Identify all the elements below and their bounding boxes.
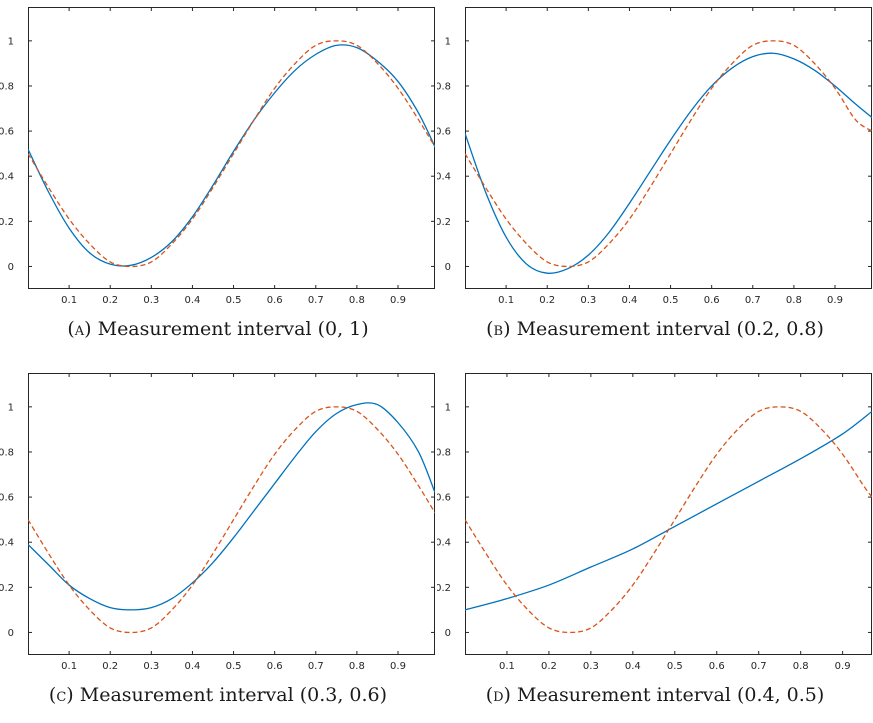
y-tick-label: 0.8 xyxy=(0,81,14,92)
y-tick-label: 0.8 xyxy=(437,81,451,92)
subplot-a-caption-tag: (a) xyxy=(67,318,92,340)
x-tick-label: 0.1 xyxy=(499,661,515,672)
y-tick-label: 1 xyxy=(8,402,14,413)
subplot-a-caption-text: Measurement interval (0, 1) xyxy=(97,318,369,340)
dashed-series-line xyxy=(465,406,872,634)
subplot-a-plot: 0.1 0.2 0.3 0.4 0.5 0.6 0.7 0.8 0.9 0 0.2 0.4 0.6 0.8… xyxy=(0,7,435,306)
subplot-c: 0.1 0.2 0.3 0.4 0.5 0.6 0.7 0.8 0.9 0 0.2 0.4 0.6 0.8… xyxy=(0,366,436,723)
y-tick-label: 0.6 xyxy=(437,493,451,504)
x-tick-label: 0.3 xyxy=(143,661,159,672)
y-tick-label: 0 xyxy=(445,262,451,273)
series-group xyxy=(28,40,435,268)
solid-series-line xyxy=(28,402,435,611)
subplot-b: 0.1 0.2 0.3 0.4 0.5 0.6 0.7 0.8 0.9 0 0.2 0.4 0.6 0.8… xyxy=(437,0,873,357)
y-tick-label: 0.2 xyxy=(437,583,451,594)
y-tick-label: 0 xyxy=(8,628,14,639)
axes-frame xyxy=(465,7,872,289)
x-tick-label: 0.6 xyxy=(267,295,283,306)
y-tick-label: 1 xyxy=(445,402,451,413)
subplot-d-plot: 0.1 0.2 0.3 0.4 0.5 0.6 0.7 0.8 0.9 0 0.2 0.4 0.6 0.8… xyxy=(437,373,872,672)
subplot-d-caption: (d) Measurement interval (0.4, 0.5) xyxy=(437,684,873,706)
x-tick-label: 0.7 xyxy=(308,661,324,672)
y-tick-label: 0.4 xyxy=(437,538,451,549)
x-tick-label: 0.5 xyxy=(667,661,683,672)
x-tick-label: 0.4 xyxy=(621,295,637,306)
axes-frame xyxy=(28,373,435,655)
x-tick-label: 0.1 xyxy=(61,295,77,306)
series-group xyxy=(28,402,435,634)
series-group xyxy=(465,40,872,275)
axes-frame xyxy=(28,7,435,289)
x-tick-label: 0.2 xyxy=(102,661,118,672)
x-tick-label: 0.2 xyxy=(541,661,557,672)
x-tick-label: 0.7 xyxy=(751,661,767,672)
subplot-a-caption: (a) Measurement interval (0, 1) xyxy=(0,318,436,340)
subplot-b-plot: 0.1 0.2 0.3 0.4 0.5 0.6 0.7 0.8 0.9 0 0.2 0.4 0.6 0.8… xyxy=(437,7,872,306)
x-tick-label: 0.8 xyxy=(349,661,365,672)
y-tick-label: 0.4 xyxy=(437,172,451,183)
x-tick-label: 0.6 xyxy=(267,661,283,672)
y-tick-label: 0.2 xyxy=(437,217,451,228)
subplot-c-plot: 0.1 0.2 0.3 0.4 0.5 0.6 0.7 0.8 0.9 0 0.2 0.4 0.6 0.8… xyxy=(0,373,435,672)
x-tick-label: 0.5 xyxy=(663,295,679,306)
x-tick-label: 0.8 xyxy=(786,295,802,306)
x-tick-label: 0.3 xyxy=(583,661,599,672)
dashed-series-line xyxy=(28,406,435,634)
x-tick-label: 0.5 xyxy=(226,295,242,306)
x-tick-label: 0.3 xyxy=(143,295,159,306)
y-tick-label: 0 xyxy=(445,628,451,639)
subplot-d-caption-text: Measurement interval (0.4, 0.5) xyxy=(516,684,825,706)
x-tick-label: 0.4 xyxy=(625,661,641,672)
y-tick-label: 0.6 xyxy=(0,127,14,138)
subplot-b-caption-text: Measurement interval (0.2, 0.8) xyxy=(516,318,824,340)
solid-series-line xyxy=(465,52,872,275)
x-tick-label: 0.3 xyxy=(580,295,596,306)
y-tick-label: 0.2 xyxy=(0,583,14,594)
x-tick-label: 0.8 xyxy=(349,295,365,306)
dashed-series-line xyxy=(465,40,872,268)
subplot-b-caption: (b) Measurement interval (0.2, 0.8) xyxy=(437,318,873,340)
x-tick-label: 0.7 xyxy=(308,295,324,306)
dashed-series-line xyxy=(28,40,435,268)
x-tick-label: 0.1 xyxy=(61,661,77,672)
x-tick-label: 0.8 xyxy=(793,661,809,672)
x-tick-label: 0.1 xyxy=(498,295,514,306)
x-tick-label: 0.9 xyxy=(835,661,851,672)
y-tick-label: 0 xyxy=(8,262,14,273)
y-tick-label: 0.2 xyxy=(0,217,14,228)
subplot-a: 0.1 0.2 0.3 0.4 0.5 0.6 0.7 0.8 0.9 0 0.2 0.4 0.6 0.8… xyxy=(0,0,436,357)
x-tick-label: 0.9 xyxy=(827,295,843,306)
y-tick-label: 0.4 xyxy=(0,172,14,183)
series-group xyxy=(465,406,872,634)
subplot-c-caption-text: Measurement interval (0.3, 0.6) xyxy=(79,684,388,706)
y-tick-label: 0.8 xyxy=(0,447,14,458)
axes-frame xyxy=(465,373,872,655)
x-tick-label: 0.9 xyxy=(390,295,406,306)
x-tick-label: 0.7 xyxy=(745,295,761,306)
y-tick-label: 1 xyxy=(445,36,451,47)
y-tick-label: 1 xyxy=(8,36,14,47)
y-tick-label: 0.6 xyxy=(0,493,14,504)
y-tick-label: 0.4 xyxy=(0,538,14,549)
y-tick-label: 0.8 xyxy=(437,447,451,458)
subplot-b-caption-tag: (b) xyxy=(486,318,511,340)
y-tick-label: 0.6 xyxy=(437,127,451,138)
subplot-c-caption: (c) Measurement interval (0.3, 0.6) xyxy=(0,684,436,706)
x-tick-label: 0.5 xyxy=(226,661,242,672)
x-tick-label: 0.9 xyxy=(390,661,406,672)
x-tick-label: 0.4 xyxy=(184,295,200,306)
x-tick-label: 0.6 xyxy=(704,295,720,306)
subplot-c-caption-tag: (c) xyxy=(48,684,74,706)
solid-series-line xyxy=(465,410,872,611)
x-tick-label: 0.4 xyxy=(184,661,200,672)
x-tick-label: 0.6 xyxy=(709,661,725,672)
subplot-d-caption-tag: (d) xyxy=(485,684,511,706)
x-tick-label: 0.2 xyxy=(102,295,118,306)
x-tick-label: 0.2 xyxy=(539,295,555,306)
subplot-d: 0.1 0.2 0.3 0.4 0.5 0.6 0.7 0.8 0.9 0 0.2 0.4 0.6 0.8… xyxy=(437,366,873,723)
solid-series-line xyxy=(28,44,435,267)
